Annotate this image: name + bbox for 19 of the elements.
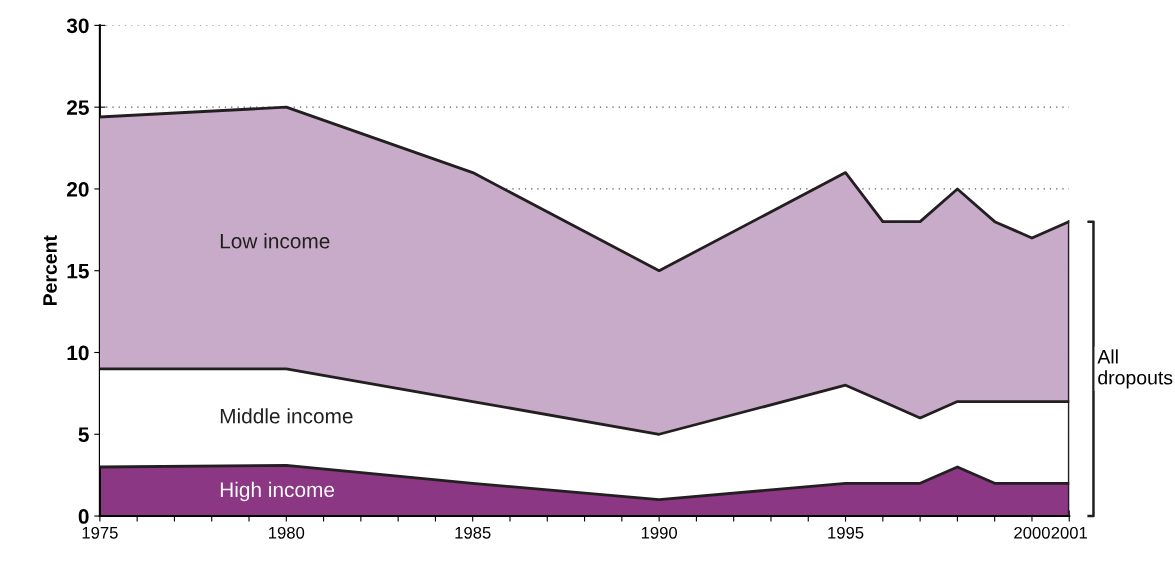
x-tick-label: 1995 (828, 526, 864, 539)
y-tick-label: 15 (67, 263, 89, 279)
x-tick-label: 2001 (1051, 526, 1087, 539)
y-tick-label: 20 (67, 181, 89, 197)
y-tick-label: 5 (78, 427, 89, 443)
x-tick-label: 1985 (455, 526, 491, 539)
series-label: High income (220, 481, 335, 502)
series-label: Middle income (220, 408, 353, 424)
y-tick-label: 25 (67, 100, 89, 115)
x-tick-label: 1980 (269, 526, 305, 539)
x-tick-label: 1990 (641, 526, 678, 539)
x-tick-label: 1975 (82, 526, 118, 539)
y-tick-label: 0 (78, 509, 89, 524)
text: All dropouts (1097, 349, 1173, 389)
y-tick-label: 30 (66, 18, 89, 34)
y-tick-label: 10 (67, 345, 89, 361)
y-axis-title: Percent (43, 235, 57, 306)
series-label: Low income (220, 233, 330, 249)
x-tick-label: 2000 (1014, 526, 1050, 539)
